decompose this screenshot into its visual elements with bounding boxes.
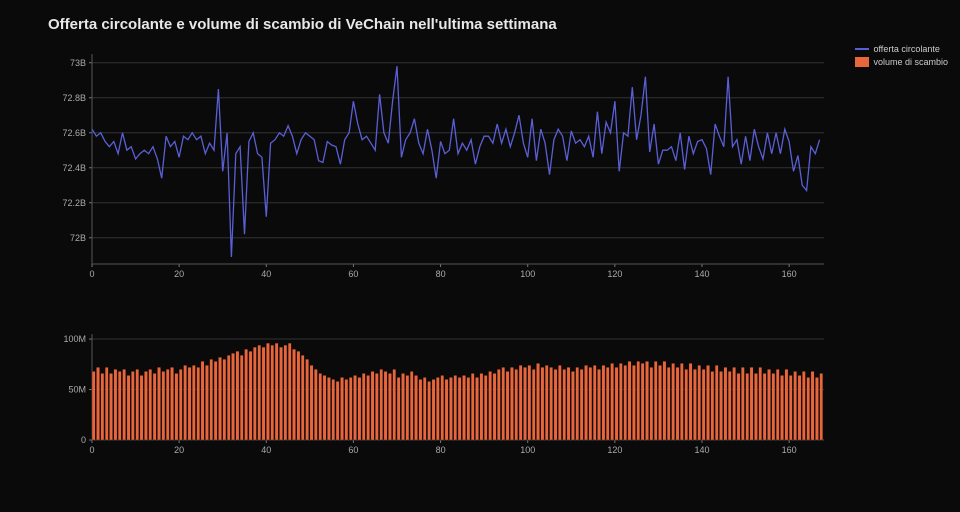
svg-text:100: 100 <box>520 445 535 455</box>
svg-text:100M: 100M <box>63 334 86 344</box>
svg-text:160: 160 <box>782 269 797 279</box>
legend: offerta circolante volume di scambio <box>855 44 948 70</box>
svg-text:20: 20 <box>174 269 184 279</box>
svg-text:0: 0 <box>89 269 94 279</box>
svg-text:72.4B: 72.4B <box>62 163 86 173</box>
svg-text:0: 0 <box>89 445 94 455</box>
chart-title: Offerta circolante e volume di scambio d… <box>48 16 557 33</box>
svg-text:60: 60 <box>348 445 358 455</box>
svg-text:20: 20 <box>174 445 184 455</box>
svg-text:72.8B: 72.8B <box>62 93 86 103</box>
svg-text:40: 40 <box>261 269 271 279</box>
svg-text:80: 80 <box>436 445 446 455</box>
svg-text:120: 120 <box>607 445 622 455</box>
svg-text:160: 160 <box>782 445 797 455</box>
svg-text:80: 80 <box>436 269 446 279</box>
svg-text:0: 0 <box>81 435 86 445</box>
svg-text:50M: 50M <box>68 385 86 395</box>
svg-text:100: 100 <box>520 269 535 279</box>
legend-item-bar: volume di scambio <box>855 57 948 67</box>
legend-label: volume di scambio <box>873 57 948 67</box>
legend-label: offerta circolante <box>873 44 939 54</box>
legend-item-line: offerta circolante <box>855 44 948 54</box>
svg-text:72B: 72B <box>70 233 86 243</box>
svg-text:72.2B: 72.2B <box>62 198 86 208</box>
svg-text:72.6B: 72.6B <box>62 128 86 138</box>
top-chart-line: 72B 72.2B 72.4B 72.6B 72.8B 73B 0 20 40 60 80 100 12… <box>60 48 830 284</box>
legend-swatch-bar <box>855 57 869 67</box>
legend-swatch-line <box>855 48 869 50</box>
bottom-chart-bar: 0 50M 100M 0 20 40 60 80 100 120 140 160 <box>60 330 830 460</box>
svg-text:120: 120 <box>607 269 622 279</box>
svg-text:60: 60 <box>348 269 358 279</box>
svg-text:40: 40 <box>261 445 271 455</box>
svg-text:73B: 73B <box>70 58 86 68</box>
svg-text:140: 140 <box>694 269 709 279</box>
svg-text:140: 140 <box>694 445 709 455</box>
